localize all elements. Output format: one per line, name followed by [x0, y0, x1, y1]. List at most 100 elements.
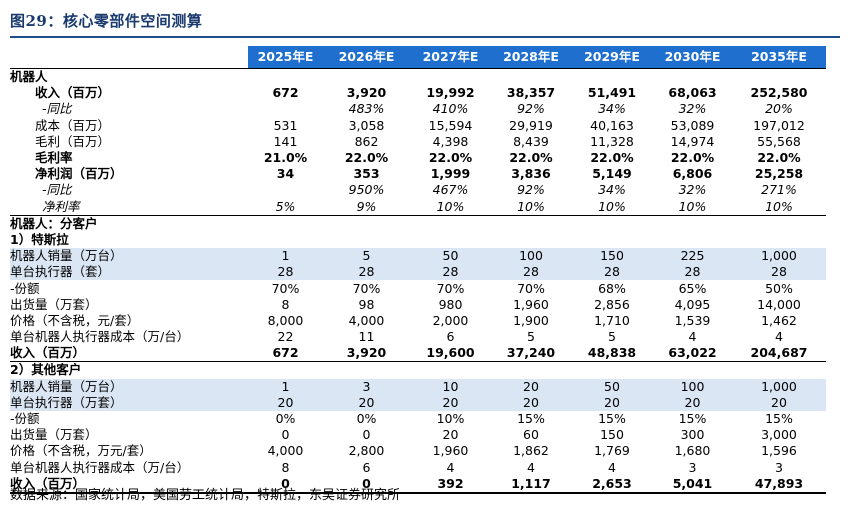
row-label: -同比 [42, 101, 72, 117]
row-label: 收入（百万） [10, 345, 86, 361]
table-cell: 92% [517, 101, 545, 117]
year-header: 2028年E [491, 46, 571, 69]
row-label: 单台执行器（万套） [10, 394, 248, 411]
table-cell: 980 [438, 296, 463, 312]
table-cell: 50% [765, 280, 793, 296]
table-cell: 28 [410, 264, 491, 281]
table-cell: 1,539 [674, 312, 711, 328]
row-label: 收入（百万） [35, 85, 111, 101]
table-cell: 15% [517, 411, 545, 427]
table-row: 价格（不含税，万元/套） 4,000 2,800 1,960 1,862 1,769 1,6… [10, 443, 826, 459]
table-cell: 0 [248, 475, 323, 494]
table-row: 出货量（万套） 0 0 20 60 150 300 3,000 [10, 427, 826, 443]
table-cell: 14,000 [757, 296, 801, 312]
table-cell: 6,806 [672, 166, 713, 182]
table-cell: 3,920 [346, 85, 387, 101]
table-cell: 34 [276, 166, 295, 182]
table-cell [323, 232, 410, 248]
table-cell: 28 [323, 264, 410, 281]
table-row: -同比 483% 410% 92% 34% 32% 20% [10, 101, 826, 117]
table-cell: 19,992 [426, 85, 475, 101]
table-row: 机器人销量（万台） 1 5 50 100 150 225 1,000 [10, 248, 826, 265]
row-label: 1）特斯拉 [10, 231, 69, 247]
header-row: 2025年E 2026年E 2027年E 2028年E 2029年E 2030年… [10, 46, 826, 69]
table-cell: 4,000 [267, 443, 304, 459]
row-label: 收入（百万） [10, 475, 248, 494]
table-cell: 2,856 [594, 296, 630, 312]
table-cell: 10% [436, 411, 465, 427]
row-label: 单台执行器（套） [10, 264, 248, 281]
table-cell: 6 [362, 459, 371, 475]
table-cell: 8,000 [267, 312, 304, 328]
row-label: 出货量（万套） [10, 296, 98, 312]
table-cell: 65% [678, 280, 707, 296]
year-header: 2029年E [571, 46, 653, 69]
table-cell: 1,710 [594, 312, 630, 328]
table-cell: 8 [281, 296, 290, 312]
table-cell [323, 214, 410, 232]
table-cell [571, 214, 653, 232]
table-cell: 1,769 [594, 443, 630, 459]
table-cell: 15% [598, 411, 626, 427]
row-label: -同比 [42, 182, 72, 198]
table-cell [248, 214, 323, 232]
table-row: 收入（百万） 0 0 392 1,117 2,653 5,041 47,893 [10, 475, 826, 494]
row-label: 毛利（百万） [35, 133, 111, 149]
table-cell: 32% [678, 101, 707, 117]
table-cell: 25,258 [754, 166, 804, 182]
table-row: 出货量（万套） 8 98 980 1,960 2,856 4,095 14,000 [10, 297, 826, 313]
row-label: 机器人销量（万台） [10, 248, 248, 265]
table-cell: 20 [491, 378, 571, 395]
table-row: 单台执行器（万套） 20 20 20 20 20 20 20 [10, 394, 826, 411]
table-cell: 19,600 [426, 345, 475, 361]
table-cell [410, 232, 491, 248]
row-label: 成本（百万） [35, 117, 111, 133]
section-row: 机器人 [10, 68, 826, 86]
table-cell: 20 [248, 394, 323, 411]
table-cell: 0% [356, 411, 377, 427]
table-cell: 5 [527, 329, 535, 345]
table-cell: 3,058 [348, 117, 385, 133]
table-cell: 10% [598, 198, 626, 214]
table-cell: 1,960 [432, 443, 469, 459]
table-cell: 5,041 [653, 475, 732, 494]
table-cell: 70% [436, 280, 465, 296]
table-cell: 2,000 [432, 312, 469, 328]
table-cell [653, 232, 732, 248]
table-cell: 1,596 [761, 443, 797, 459]
section-row: 机器人：分客户 [10, 214, 826, 232]
table-cell: 531 [273, 117, 298, 133]
table-cell [410, 361, 491, 379]
table-cell: 29,919 [509, 117, 553, 133]
table-row: 单台机器人执行器成本（万/台） 22 11 6 5 5 4 4 [10, 329, 826, 345]
table-cell: 14,974 [670, 133, 715, 149]
table-cell: 1,960 [513, 296, 549, 312]
table-cell: 5,149 [592, 166, 632, 182]
table-cell: 20 [323, 394, 410, 411]
table-cell [491, 232, 571, 248]
table-cell [653, 68, 732, 86]
table-cell [491, 214, 571, 232]
table-cell: 8 [281, 459, 290, 475]
table-cell: 60 [523, 427, 539, 443]
table-row: 毛利率 21.0% 22.0% 22.0% 22.0% 22.0% 22.0% 22.0% [10, 150, 826, 166]
header-corner [10, 46, 248, 69]
table-cell: 467% [432, 182, 469, 198]
year-header: 2027年E [410, 46, 491, 69]
table-cell: 70% [517, 280, 545, 296]
table-cell: 38,357 [506, 85, 556, 101]
figure-title: 图29：核心零部件空间测算 [10, 12, 203, 30]
table-cell [248, 232, 323, 248]
row-label: 净利率 [42, 198, 80, 214]
table-cell: 392 [410, 475, 491, 494]
table-row: 成本（百万） 531 3,058 15,594 29,919 40,163 53,089 19… [10, 118, 826, 134]
table-cell: 5% [275, 198, 296, 214]
table-cell: 0% [275, 411, 296, 427]
table-cell: 22.0% [590, 150, 634, 166]
table-cell [248, 68, 323, 86]
table-row: 净利润（百万） 34 353 1,999 3,836 5,149 6,806 25,258 [10, 166, 826, 182]
table-cell: 4 [775, 329, 783, 345]
table-row: 收入（百万） 672 3,920 19,600 37,240 48,838 63,022 20… [10, 345, 826, 362]
table-cell: 3,836 [511, 166, 551, 182]
table-cell: 28 [653, 264, 732, 281]
